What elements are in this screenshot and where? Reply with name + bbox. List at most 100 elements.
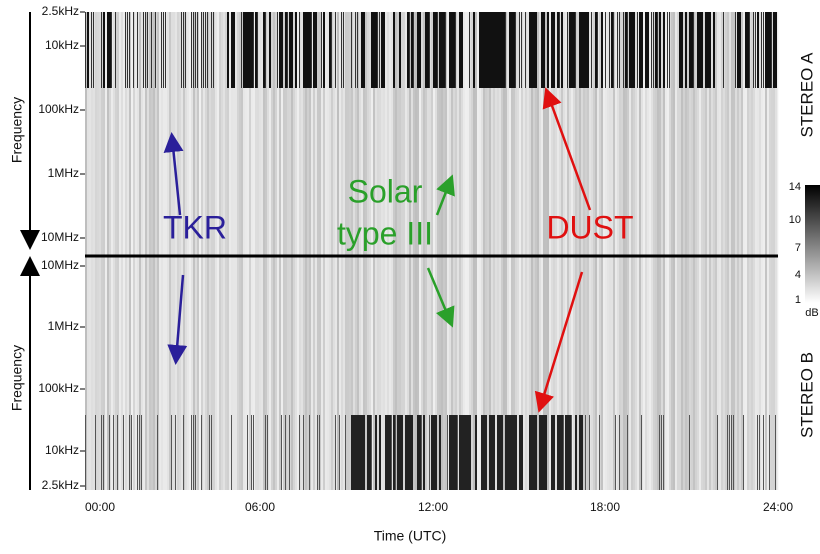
texture-col xyxy=(431,12,433,490)
texture-col xyxy=(419,415,421,490)
y-tick-label: 100kHz xyxy=(38,381,79,395)
texture-col xyxy=(631,12,633,88)
texture-col xyxy=(547,12,549,88)
texture-col xyxy=(177,12,179,490)
texture-col xyxy=(625,12,627,490)
texture-col xyxy=(275,12,277,490)
texture-col xyxy=(91,12,93,490)
texture-col xyxy=(727,415,728,490)
texture-col xyxy=(703,12,705,490)
texture-col xyxy=(357,415,359,490)
texture-col xyxy=(215,12,217,490)
texture-col xyxy=(191,12,193,490)
texture-col xyxy=(445,12,447,490)
texture-col xyxy=(191,415,192,490)
texture-col xyxy=(391,12,393,490)
texture-col xyxy=(543,415,545,490)
texture-col xyxy=(561,12,563,88)
texture-col xyxy=(747,12,749,88)
texture-col xyxy=(303,12,305,490)
texture-col xyxy=(163,12,165,490)
texture-col xyxy=(539,12,541,490)
texture-col xyxy=(281,12,283,490)
texture-col xyxy=(307,12,309,88)
texture-col xyxy=(309,415,310,490)
texture-col xyxy=(253,12,255,490)
texture-col xyxy=(761,12,762,88)
texture-col xyxy=(209,12,211,490)
texture-col xyxy=(651,12,652,88)
texture-col xyxy=(229,12,231,490)
texture-col xyxy=(87,12,89,490)
texture-col xyxy=(143,12,144,88)
texture-col xyxy=(191,12,192,88)
texture-col xyxy=(605,12,606,88)
texture-col xyxy=(379,415,381,490)
texture-col xyxy=(351,415,353,490)
texture-col xyxy=(403,12,405,490)
x-tick-label: 18:00 xyxy=(590,500,620,514)
texture-col xyxy=(361,12,363,490)
texture-col xyxy=(613,12,614,88)
texture-col xyxy=(451,12,453,490)
texture-col xyxy=(249,12,251,490)
texture-col xyxy=(281,415,282,490)
texture-col xyxy=(685,12,687,88)
texture-col xyxy=(641,415,642,490)
panel-label: STEREO B xyxy=(797,352,816,438)
texture-col xyxy=(499,12,501,490)
texture-col xyxy=(409,12,410,88)
texture-col xyxy=(151,12,152,88)
texture-col xyxy=(321,12,322,88)
texture-col xyxy=(453,12,455,88)
texture-col xyxy=(547,12,549,490)
texture-col xyxy=(777,12,779,490)
texture-col xyxy=(579,415,581,490)
texture-col xyxy=(423,12,425,490)
texture-col xyxy=(325,12,327,490)
texture-col xyxy=(755,12,757,490)
texture-col xyxy=(141,12,143,490)
texture-col xyxy=(495,12,497,490)
texture-col xyxy=(183,415,184,490)
texture-col xyxy=(521,12,523,490)
x-tick-label: 00:00 xyxy=(85,500,115,514)
texture-col xyxy=(497,12,499,88)
texture-col xyxy=(775,12,777,490)
texture-col xyxy=(489,12,491,490)
texture xyxy=(85,12,779,490)
texture-col xyxy=(381,12,383,88)
texture-col xyxy=(489,12,491,88)
texture-col xyxy=(775,415,776,490)
texture-col xyxy=(147,12,149,490)
texture-col xyxy=(527,12,529,490)
texture-col xyxy=(335,12,337,490)
texture-col xyxy=(587,12,589,88)
texture-col xyxy=(533,12,535,490)
texture-col xyxy=(323,12,325,490)
texture-col xyxy=(735,12,736,88)
texture-col xyxy=(647,12,649,88)
texture-col xyxy=(441,12,443,88)
texture-col xyxy=(609,12,610,88)
texture-col xyxy=(363,415,365,490)
texture-col xyxy=(705,12,707,88)
texture-col xyxy=(441,12,443,490)
texture-col xyxy=(129,12,131,490)
texture-col xyxy=(503,12,505,490)
colorbar-tick-label: 1 xyxy=(795,294,801,306)
texture-col xyxy=(421,415,422,490)
texture-col xyxy=(641,12,643,490)
texture-col xyxy=(397,415,399,490)
texture-col xyxy=(185,12,186,88)
texture-col xyxy=(621,12,623,490)
texture-col xyxy=(195,415,196,490)
texture-col xyxy=(575,12,577,490)
texture-col xyxy=(589,415,590,490)
texture-col xyxy=(267,12,269,490)
texture-col xyxy=(219,12,221,490)
texture-col xyxy=(101,12,103,490)
texture-col xyxy=(725,12,727,490)
texture-col xyxy=(125,12,126,88)
texture-col xyxy=(473,12,475,490)
